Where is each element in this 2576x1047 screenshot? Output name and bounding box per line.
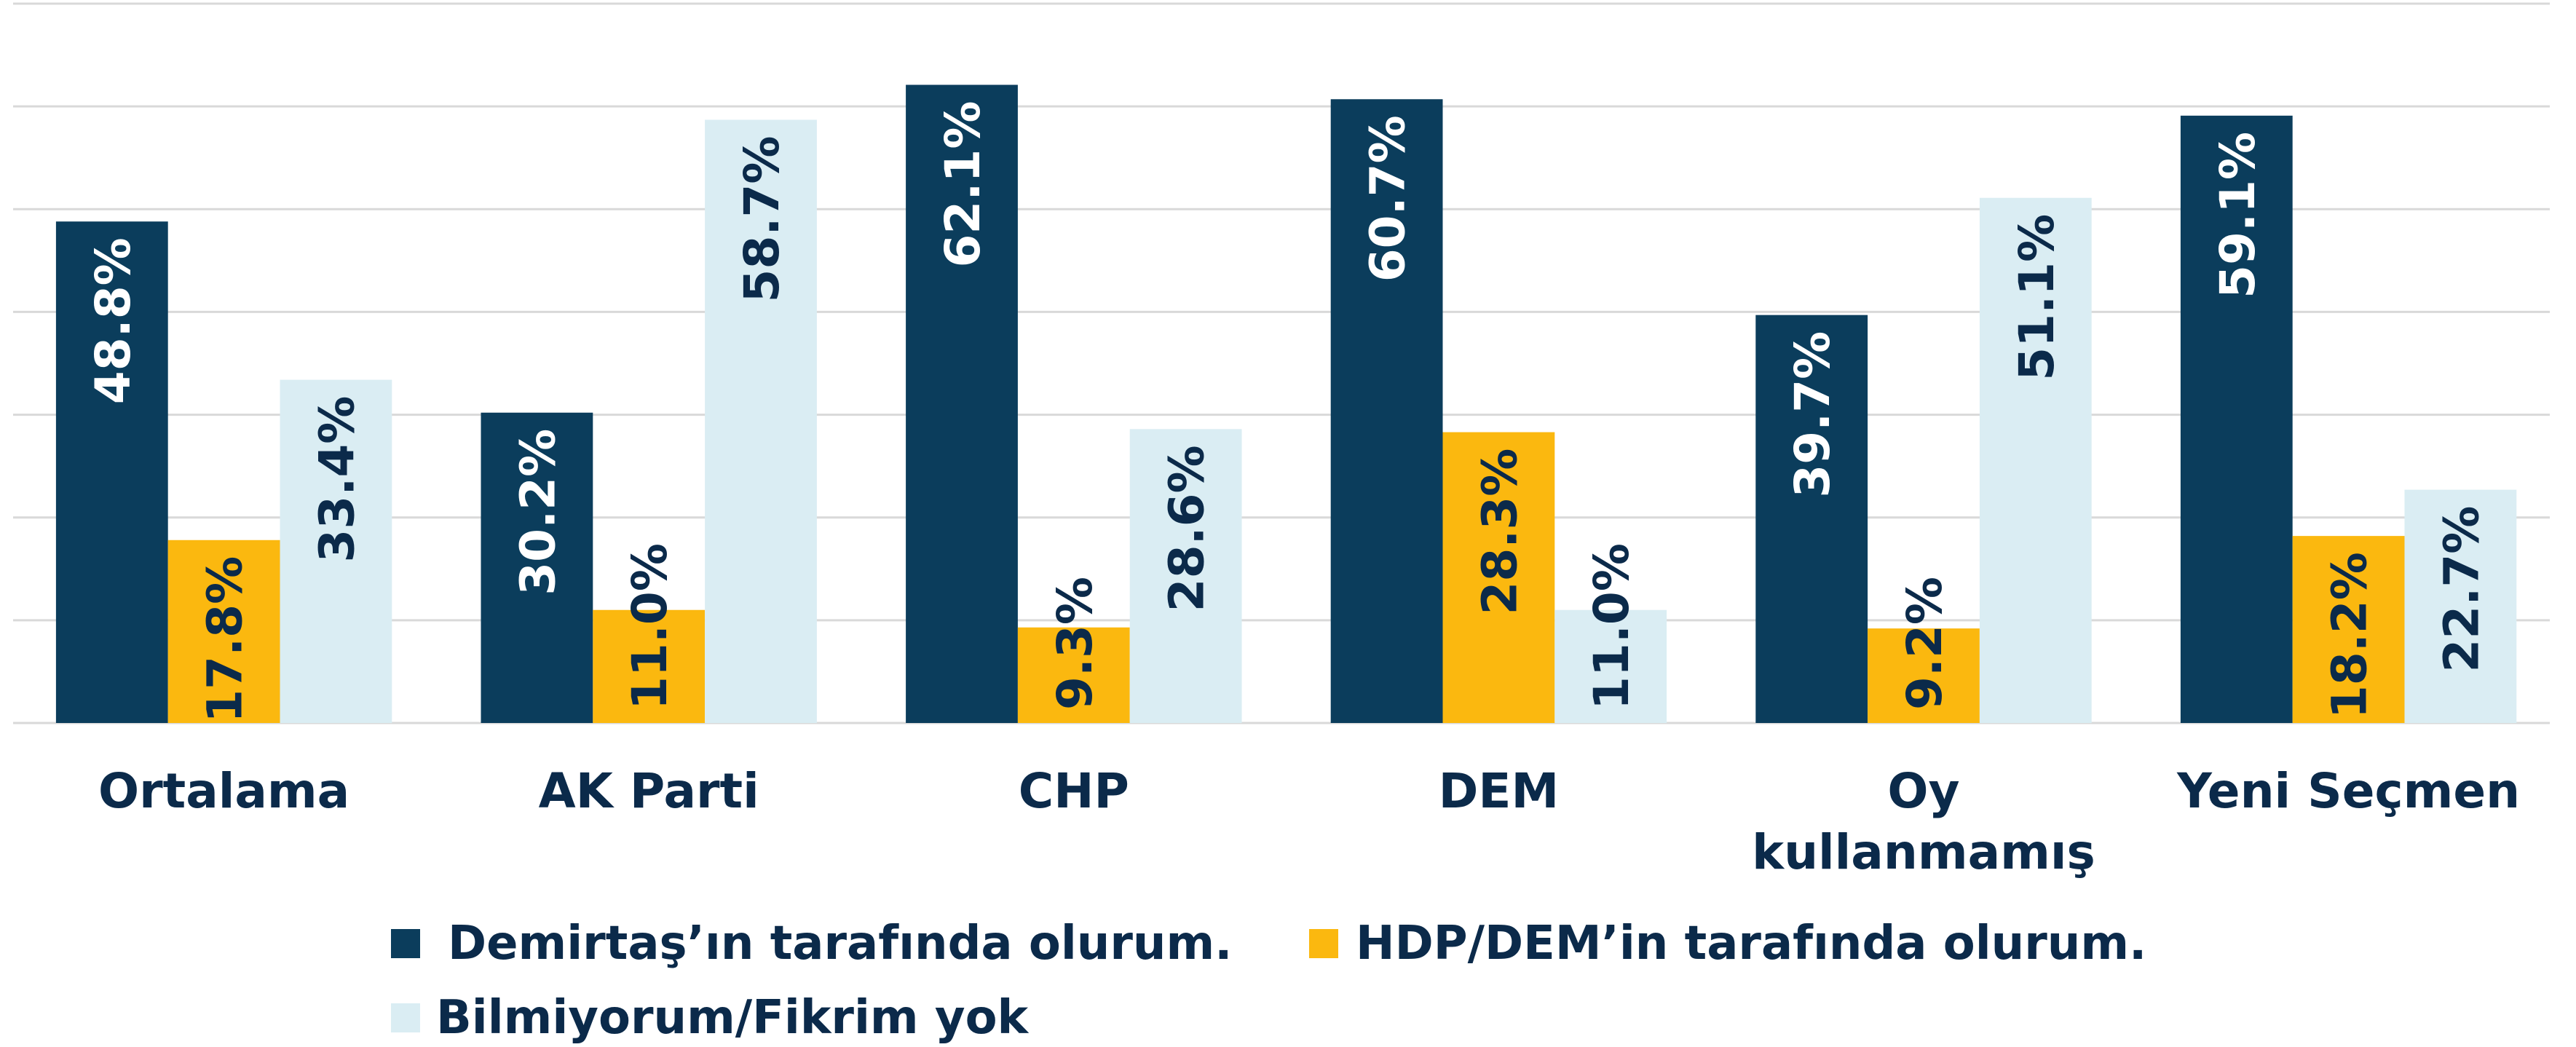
data-label: 60.7% <box>1360 115 1416 282</box>
data-label: 11.0% <box>622 543 678 710</box>
data-label: 11.0% <box>1584 543 1640 710</box>
data-label: 18.2% <box>2322 552 2378 719</box>
data-label: 28.6% <box>1159 445 1215 612</box>
bar <box>1330 99 1443 723</box>
bar <box>55 221 168 723</box>
data-label: 33.4% <box>309 396 365 563</box>
x-tick-label: Yeni Seçmen <box>2177 763 2521 819</box>
data-label: 48.8% <box>85 237 141 404</box>
bar <box>481 412 593 723</box>
x-tick-label: AK Parti <box>538 763 759 819</box>
x-tick-label: Ortalama <box>98 763 350 819</box>
bar <box>1017 627 1130 723</box>
data-label: 51.1% <box>2009 214 2065 381</box>
data-label: 39.7% <box>1785 331 1841 498</box>
bar <box>705 119 817 723</box>
bar <box>2404 489 2517 723</box>
bar <box>280 379 392 723</box>
x-tick-label: CHP <box>1018 763 1129 819</box>
data-label: 30.2% <box>510 429 566 596</box>
bar <box>167 540 280 723</box>
bar <box>2292 536 2405 723</box>
data-label: 28.3% <box>1471 449 1528 615</box>
legend-label: Demirtaş’ın tarafında olurum. <box>448 917 1233 971</box>
data-label: 59.1% <box>2210 132 2266 299</box>
data-label: 9.3% <box>1047 577 1103 710</box>
bar <box>1442 432 1555 723</box>
data-label: 9.2% <box>1897 577 1953 710</box>
bar <box>1554 609 1667 723</box>
bar <box>2180 115 2293 724</box>
bar <box>1868 628 1980 723</box>
data-label: 22.7% <box>2433 506 2489 673</box>
data-label: 62.1% <box>935 101 991 268</box>
legend-swatch <box>391 929 420 958</box>
legend-swatch <box>1309 929 1338 958</box>
data-label: 17.8% <box>197 556 253 723</box>
bar <box>1979 197 2092 723</box>
x-tick-label: DEM <box>1438 763 1560 819</box>
legend-label: HDP/DEM’in tarafında olurum. <box>1356 917 2147 971</box>
bar <box>593 609 706 723</box>
legend-swatch <box>391 1003 420 1032</box>
legend-label: Bilmiyorum/Fikrim yok <box>436 991 1029 1045</box>
bar <box>1129 429 1242 723</box>
bar <box>1755 315 1868 724</box>
x-tick-label: Oy kullanmamış <box>1752 763 2095 880</box>
bar <box>906 84 1018 723</box>
data-label: 58.7% <box>734 135 790 302</box>
